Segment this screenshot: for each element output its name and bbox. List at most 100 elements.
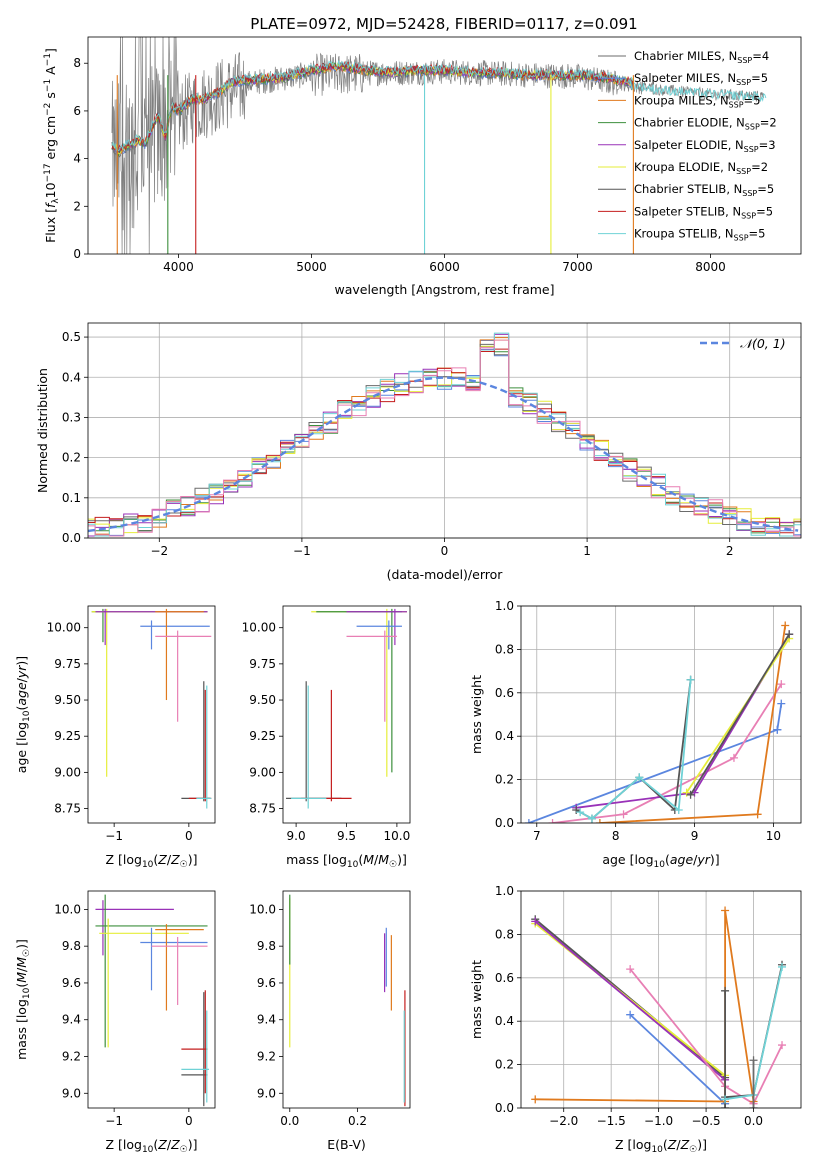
label-part: )] [14,656,29,666]
legend-label-sub: SSP [741,211,756,220]
legend-label-tail: =2 [751,160,768,174]
y-tick-label: 6 [73,104,81,118]
weight-point-marker [749,1056,758,1065]
residual-histogram-step [88,343,801,537]
y-tick-label: 9.8 [257,939,276,953]
weight-point-marker [721,986,730,995]
label-part: )] [188,852,198,867]
label-part: −1 [43,53,53,66]
legend-label-tail: =5 [751,71,768,85]
weight-point-marker [686,790,695,799]
y-tick-label: 9.6 [62,976,81,990]
legend-label: Chabrier ELODIE, NSSP=2 [634,116,777,132]
z_age-plot [91,608,212,809]
y-axis-label: mass weight [469,675,484,754]
y-tick-label: 9.25 [54,729,81,743]
label-part: 10 [22,710,32,722]
label-part: )] [14,939,29,949]
y-tick-label: 0.6 [495,971,514,985]
label-part: / [14,967,29,972]
legend-label-tail: =5 [757,182,774,196]
axes-frame [520,890,802,1109]
legend-label: Kroupa ELODIE, NSSP=2 [634,160,768,176]
weight-series-line [776,703,783,730]
label-part: age [670,852,694,867]
legend-label-sub: SSP [736,78,751,87]
y-tick-label: 0.2 [62,451,81,465]
y-axis-label: mass weight [469,960,484,1039]
label-part: M [14,972,29,983]
weight-point-marker [531,917,540,926]
y-tick-label: 0.0 [62,531,81,545]
label-part: Z [log [105,852,141,867]
legend-label-sub: SSP [734,234,749,243]
model-fit-red-end [630,81,767,103]
x-tick-label: 6000 [429,260,460,274]
x-axis-label: Z [log10(Z/Z☉)] [105,852,197,870]
y-tick-label: 0 [73,247,81,261]
weight-point-marker [524,819,533,823]
label-part: 10 [142,1145,154,1155]
weight-point-marker [777,699,786,708]
label-part: mass [log [14,999,29,1060]
label-part: Z [170,852,180,867]
z_mass-axes: −1 0 9.0 9.2 9.4 9.6 9.8 10.0 [54,902,192,1128]
legend-label: Kroupa MILES, NSSP=5 [634,93,760,109]
label-part: ( [14,706,29,711]
x-tick-label: 7 [533,829,541,843]
x-tick-label: −1 [293,544,311,558]
y-tick-label: 0.5 [62,330,81,344]
x-tick-label: 9.0 [287,829,306,843]
legend-label-main: Chabrier MILES, N [634,49,737,63]
x-tick-label: −2.0 [549,1114,578,1128]
legend-label-sub: SSP [737,56,752,65]
legend-label: 𝒩(0, 1) [740,336,786,351]
weight-point-marker [721,1095,730,1104]
y-tick-label: 0.1 [62,491,81,505]
label-part: ( [14,983,29,988]
legend-label-main: Salpeter MILES, N [634,71,736,85]
label-part: λ [51,198,61,204]
label-part: / [693,852,698,867]
y-tick-label: 0.2 [495,1058,514,1072]
weight-point-marker [626,1010,635,1019]
normal-reference-line [88,376,799,533]
y-tick-label: 8.75 [54,802,81,816]
label-part: / [374,852,379,867]
y-tick-label: 9.6 [257,976,276,990]
x-axis-label: wavelength [Angstrom, rest frame] [334,282,554,297]
x-tick-label: −1 [105,1114,123,1128]
legend-label-tail: =5 [744,93,761,107]
label-part: ☉ [22,949,32,957]
y-tick-label: 9.75 [54,657,81,671]
label-part: / [676,1137,681,1152]
weight-point-marker [548,819,557,823]
weight-series-line [629,1014,726,1105]
weight-series-line [629,968,754,1105]
y-axis-label: mass [log10(M/M☉)] [14,939,32,1060]
label-part: ( [663,1137,668,1152]
y-tick-label: 0.4 [495,1014,514,1028]
y-tick-label: 9.50 [54,693,81,707]
label-part: −17 [43,163,53,182]
label-part: mass [log [286,852,347,867]
label-part: yr [14,665,29,679]
x-tick-label: −1.0 [644,1114,673,1128]
label-part: Z [667,1137,677,1152]
weight-series-line [752,1044,783,1105]
label-part: Z [log [615,1137,651,1152]
axes-frame [87,322,802,539]
axes-frame [282,890,411,1109]
label-part: ☉ [180,860,188,870]
figure-title: PLATE=0972, MJD=52428, FIBERID=0117, z=0… [250,15,637,33]
x-tick-label: 0 [441,544,449,558]
weight-point-marker [531,1095,540,1104]
x-tick-label: 5000 [296,260,327,274]
legend-label-tail: =4 [752,49,769,63]
label-part: M [378,852,389,867]
legend-label-main: Chabrier STELIB, N [634,182,742,196]
legend-label-tail: =5 [749,227,766,241]
residual-histogram-step [88,346,801,537]
y-tick-label: 9.50 [249,693,276,707]
